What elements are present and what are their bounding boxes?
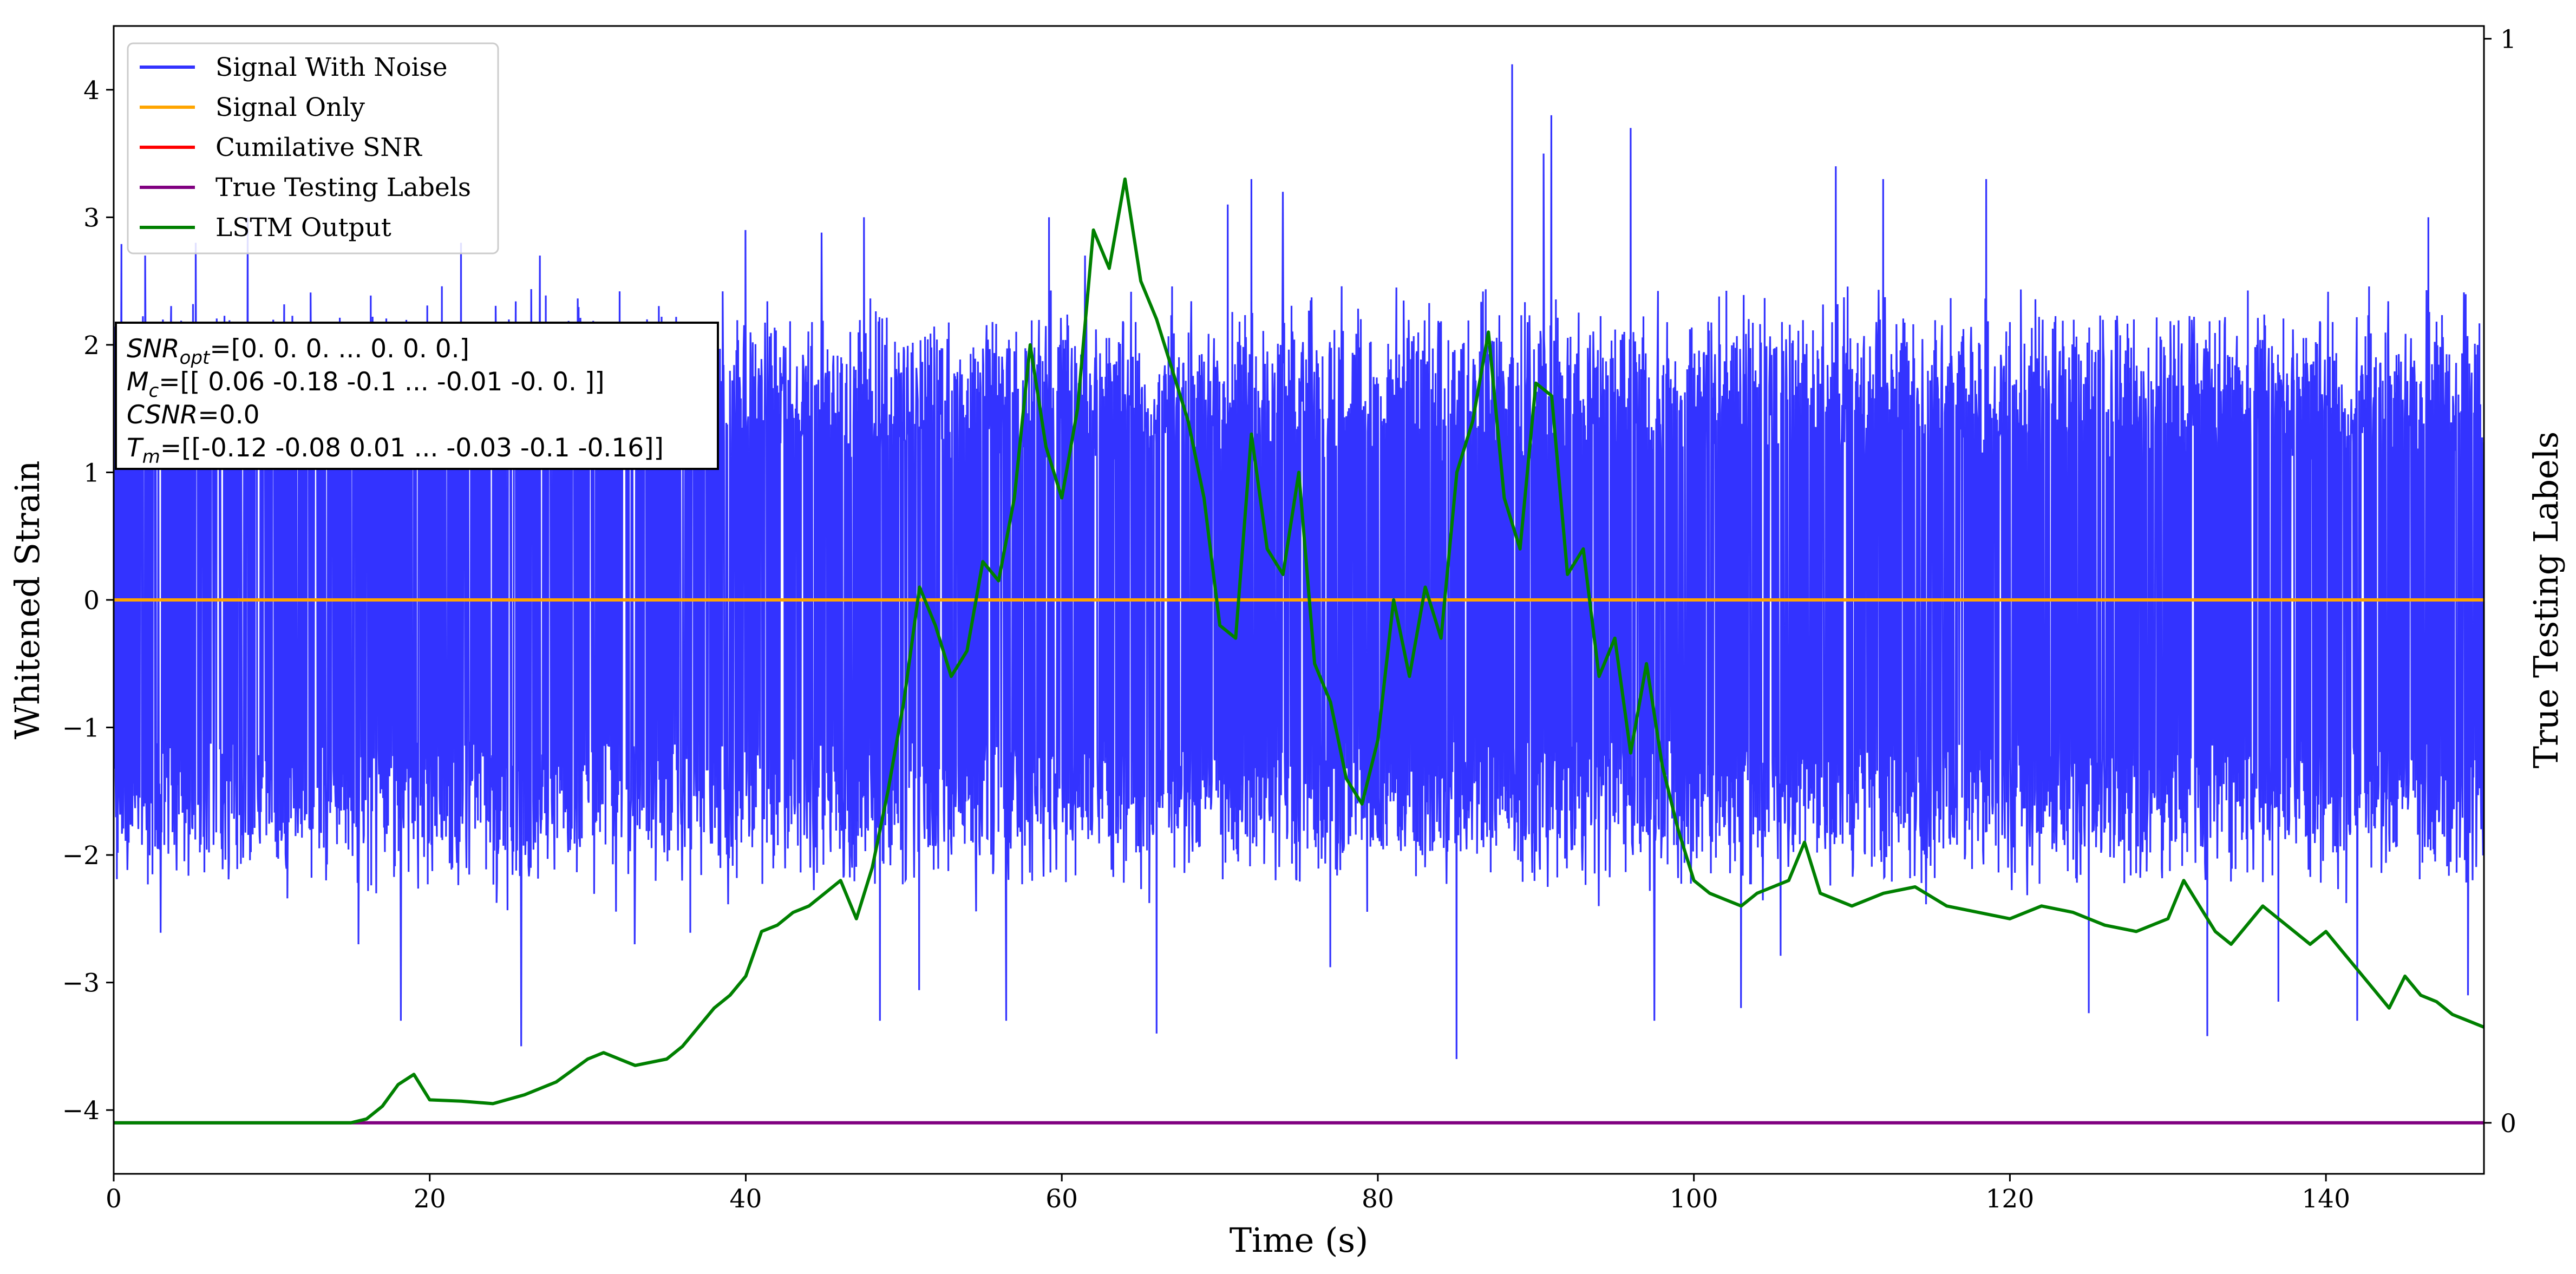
x-tick-label: 80 — [1362, 1184, 1394, 1214]
legend-frame — [127, 42, 499, 254]
annotation-line: Tm=[[-0.12 -0.08 0.01 ... -0.03 -0.1 -0.… — [127, 433, 664, 468]
annotation-line: Mc=[[ 0.06 -0.18 -0.1 ... -0.01 -0. 0. ]… — [127, 367, 605, 402]
y-tick-label: 3 — [83, 203, 100, 233]
legend-entry: Signal With Noise — [215, 53, 448, 82]
y-tick-label: −1 — [62, 714, 100, 743]
x-tick-label: 100 — [1670, 1184, 1718, 1214]
annotation-line: CSNR=0.0 — [127, 400, 259, 430]
x-tick-label: 0 — [106, 1184, 122, 1214]
y-tick-label: −3 — [62, 969, 100, 998]
legend-entry: True Testing Labels — [215, 173, 471, 202]
series-lstm-output — [114, 177, 2484, 1125]
y-tick-label: 0 — [83, 586, 100, 616]
y-tick-label: 2 — [83, 331, 100, 361]
right-y-tick-label: 1 — [2500, 25, 2516, 55]
annotation-box: SNRopt=[0. 0. 0. ... 0. 0. 0.]Mc=[[ 0.06… — [115, 322, 719, 470]
legend: Signal With Noise Signal Only Cumilative S… — [127, 42, 499, 254]
x-axis-label: Time (s) — [1230, 1220, 1369, 1260]
annotation-line: SNRopt=[0. 0. 0. ... 0. 0. 0.] — [127, 334, 469, 369]
y-axis-label: Whitened Strain — [8, 461, 47, 740]
right-y-axis-label: True Testing Labels — [2526, 432, 2566, 769]
annotation-frame — [115, 322, 719, 470]
x-tick-label: 140 — [2302, 1184, 2350, 1214]
legend-entry: Cumilative SNR — [215, 133, 422, 162]
x-tick-label: 40 — [730, 1184, 762, 1214]
y-tick-label: −4 — [62, 1096, 100, 1126]
x-tick-label: 60 — [1045, 1184, 1078, 1214]
y-tick-label: 4 — [83, 76, 100, 106]
x-tick-label: 20 — [414, 1184, 446, 1214]
y-tick-label: 1 — [83, 458, 100, 488]
right-y-tick-label: 0 — [2500, 1109, 2516, 1139]
y-tick-label: −2 — [62, 841, 100, 871]
legend-entry: LSTM Output — [215, 213, 391, 243]
x-tick-label: 120 — [1986, 1184, 2035, 1214]
legend-entry: Signal Only — [215, 93, 365, 122]
